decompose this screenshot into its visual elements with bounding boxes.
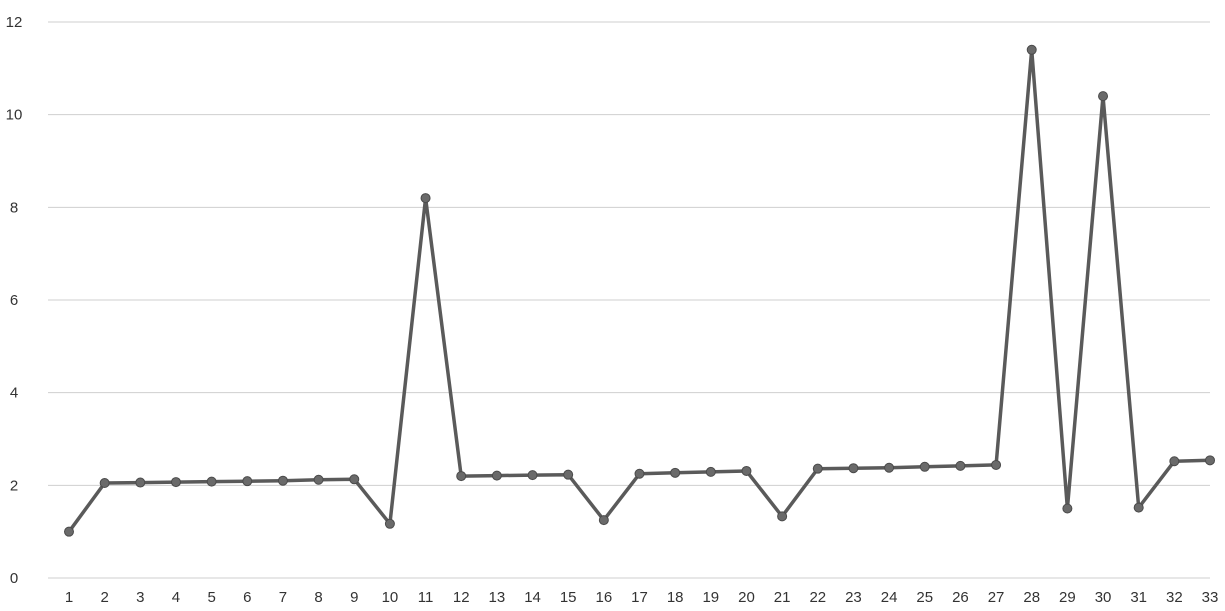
x-tick-label: 2 [100,589,108,606]
gridlines [48,21,1210,579]
x-tick-label: 5 [207,589,215,606]
x-tick-label: 29 [1059,589,1076,606]
data-point [349,474,360,485]
data-point [991,459,1002,470]
x-tick-label: 13 [489,589,506,606]
data-point [456,471,467,482]
data-points [64,44,1215,537]
data-point [812,463,823,474]
y-tick-label: 12 [6,14,23,31]
data-point [1062,503,1073,514]
x-tick-label: 15 [560,589,577,606]
data-point [135,477,146,488]
data-point [491,470,502,481]
y-tick-label: 10 [6,107,23,124]
x-axis-ticks: 1 2 3 4 5 6 7 8 9 10 11 12 13 14 15 16 17 18 19 20 21 22 23 24 2… [65,589,1219,606]
x-tick-label: 1 [65,589,73,606]
x-tick-label: 32 [1166,589,1183,606]
x-tick-label: 31 [1130,589,1147,606]
y-tick-label: 2 [10,477,18,494]
x-tick-label: 26 [952,589,969,606]
y-tick-label: 8 [10,199,18,216]
x-tick-label: 7 [279,589,287,606]
data-point [777,511,788,522]
data-point [242,476,253,487]
data-point [527,470,538,481]
x-tick-label: 14 [524,589,541,606]
data-point [884,462,895,473]
x-tick-label: 18 [667,589,684,606]
x-tick-label: 9 [350,589,358,606]
x-tick-label: 4 [172,589,180,606]
x-tick-label: 20 [738,589,755,606]
x-tick-label: 11 [418,589,434,606]
x-tick-label: 33 [1202,589,1219,606]
x-tick-label: 6 [243,589,251,606]
x-tick-label: 28 [1023,589,1040,606]
data-point [99,478,110,489]
x-tick-label: 23 [845,589,862,606]
y-tick-label: 0 [10,570,18,587]
x-tick-label: 24 [881,589,898,606]
x-tick-label: 8 [314,589,322,606]
series-line [67,48,1211,533]
data-point [1098,91,1109,102]
data-point [741,465,752,476]
data-point [1133,502,1144,513]
y-tick-label: 4 [10,385,18,402]
data-point [277,475,288,486]
data-point [313,474,324,485]
data-point [170,477,181,488]
data-point [634,468,645,479]
data-point [919,461,930,472]
x-tick-label: 27 [988,589,1005,606]
x-tick-label: 22 [809,589,826,606]
x-tick-label: 3 [136,589,144,606]
x-tick-label: 19 [702,589,719,606]
data-point [670,467,681,478]
data-point [1026,44,1037,55]
x-tick-label: 30 [1095,589,1112,606]
y-tick-label: 6 [10,292,18,309]
x-tick-label: 16 [596,589,613,606]
data-point [420,193,431,204]
data-point [1205,455,1215,466]
x-tick-label: 25 [916,589,933,606]
data-point [1169,456,1180,467]
data-point [563,469,574,480]
data-point [64,526,74,537]
data-point [384,518,395,529]
data-point [848,463,859,474]
y-axis-ticks: 0 2 4 6 8 10 12 [6,14,23,587]
x-tick-label: 10 [382,589,399,606]
data-point [705,466,716,477]
x-tick-label: 21 [774,589,791,606]
data-point [206,476,217,487]
x-tick-label: 12 [453,589,470,606]
data-point [955,460,966,471]
x-tick-label: 17 [631,589,648,606]
data-point [598,515,609,526]
